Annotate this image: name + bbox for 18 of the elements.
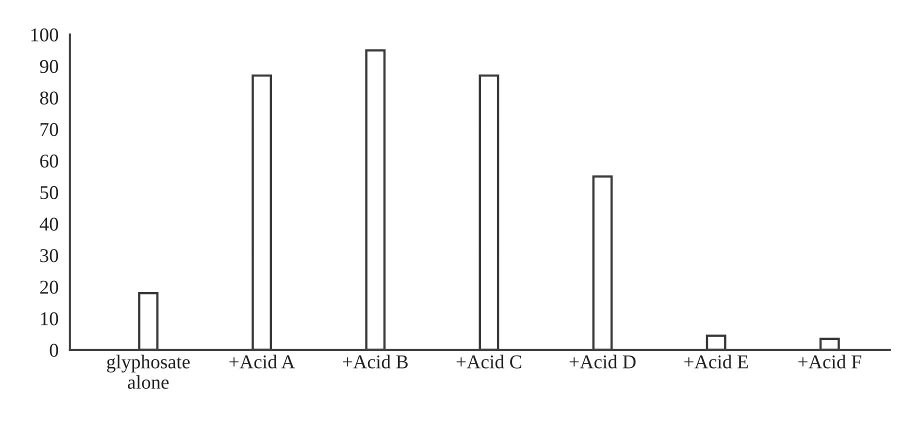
- x-tick-label: +Acid B: [343, 354, 408, 368]
- y-tick-label: 10: [41, 312, 58, 326]
- x-tick-label: +Acid C: [456, 354, 522, 368]
- y-tick-label: 70: [40, 122, 58, 136]
- x-tick-label: +Acid E: [684, 354, 748, 368]
- y-tick-label: 60: [40, 154, 58, 168]
- y-tick-label: 40: [40, 218, 58, 231]
- x-tick-label: glyphosate alone: [106, 354, 190, 389]
- x-tick-label: +Acid F: [798, 354, 862, 368]
- y-tick-label: 20: [40, 280, 58, 294]
- y-tick-label: 100: [31, 28, 58, 42]
- x-tick-label: +Acid A: [230, 354, 295, 368]
- y-tick-label: 90: [40, 60, 58, 74]
- y-tick-label: 80: [40, 91, 58, 105]
- y-tick-label: 30: [40, 249, 58, 262]
- y-tick-label: 0: [50, 344, 58, 357]
- y-tick-label: 50: [40, 186, 58, 200]
- x-tick-label: +Acid D: [570, 354, 636, 368]
